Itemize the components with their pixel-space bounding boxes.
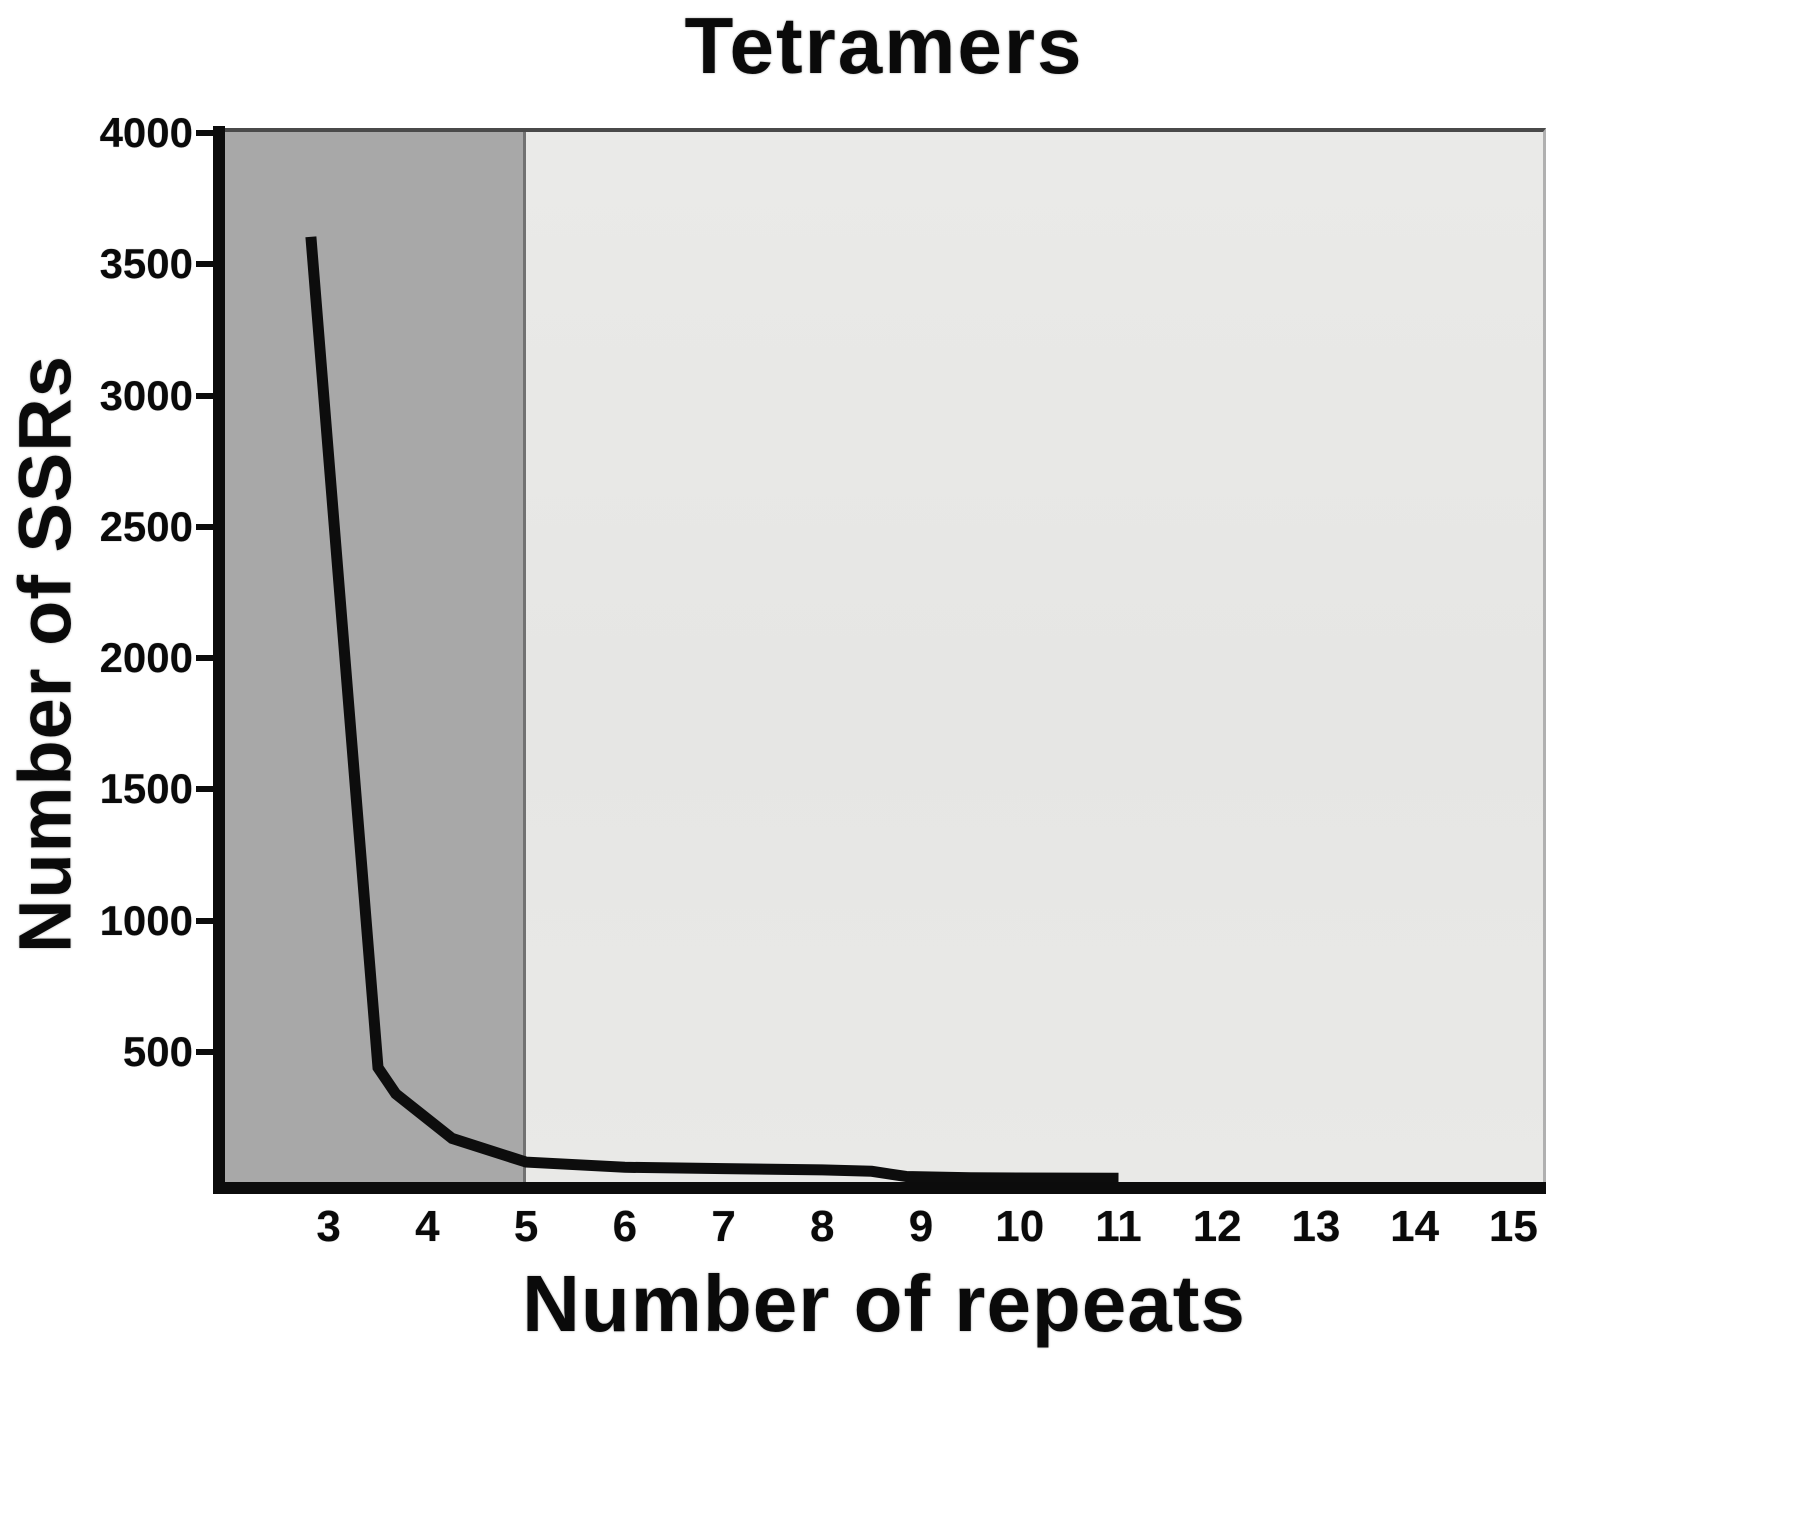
y-tick-label: 3000	[99, 371, 193, 419]
x-tick-label: 12	[1192, 1202, 1242, 1251]
y-tick-label: 500	[122, 1027, 193, 1075]
plot-area	[225, 128, 1546, 1184]
y-tick-mark	[196, 261, 214, 268]
y-tick-label: 1000	[99, 896, 193, 944]
chart-title: Tetramers	[684, 1, 1084, 90]
x-tick-label: 15	[1488, 1202, 1538, 1251]
x-tick-label: 10	[995, 1202, 1045, 1251]
x-tick-label: 3	[316, 1202, 341, 1251]
y-tick-label: 2500	[99, 502, 193, 550]
series-line	[305, 236, 1119, 1184]
y-tick-labels: 500 1000 1500 2000 2500 3000 3500 4000	[88, 109, 193, 1180]
x-tick-label: 8	[810, 1202, 835, 1251]
y-tick-label: 1500	[99, 765, 193, 813]
x-tick-labels: 3 4 5 6 7 8 9 10 11 12 13 14 15	[225, 1202, 1543, 1258]
x-tick-label: 6	[612, 1202, 638, 1251]
y-tick-mark	[196, 523, 214, 530]
y-tick-marks	[196, 128, 214, 1180]
y-tick-mark	[196, 655, 214, 661]
x-axis-label: Number of repeats	[522, 1259, 1246, 1348]
y-axis-line	[213, 126, 225, 1194]
y-tick-mark	[196, 392, 214, 399]
plot-canvas	[305, 236, 1119, 1184]
x-tick-label: 7	[711, 1202, 736, 1251]
x-tick-label: 5	[513, 1202, 539, 1251]
y-tick-mark	[196, 786, 214, 793]
y-tick-label: 3500	[99, 240, 193, 288]
x-tick-label: 13	[1291, 1202, 1341, 1251]
x-tick-label: 11	[1095, 1202, 1142, 1251]
x-tick-label: 14	[1390, 1202, 1440, 1251]
x-tick-label: 9	[908, 1202, 934, 1251]
y-tick-mark	[196, 130, 214, 136]
y-tick-label: 2000	[99, 634, 193, 681]
y-axis-label: Number of SSRs	[3, 355, 87, 953]
y-tick-mark	[196, 1048, 214, 1055]
x-tick-label: 4	[415, 1202, 440, 1251]
x-axis-line	[213, 1182, 1546, 1194]
y-tick-mark	[196, 917, 214, 924]
y-tick-label: 4000	[99, 109, 193, 156]
